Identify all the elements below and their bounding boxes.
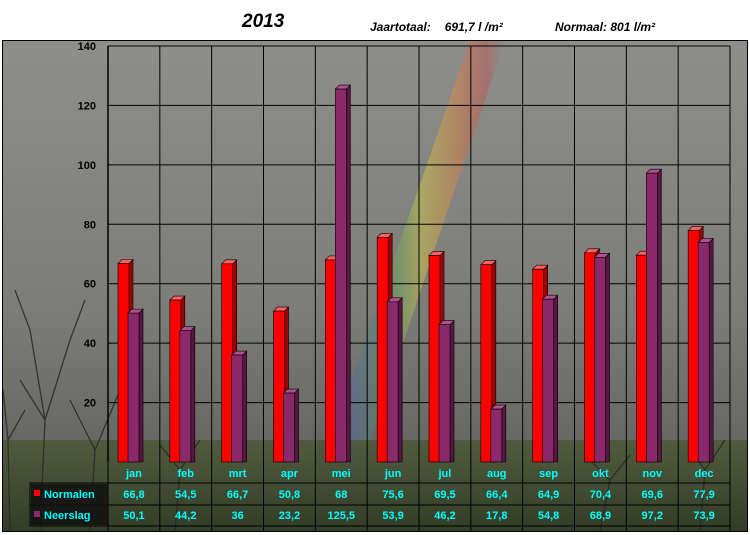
bar-neerslag-aug — [490, 404, 507, 463]
legend-bg — [31, 484, 108, 525]
bar-front — [697, 242, 710, 463]
data-label: 69,6 — [642, 489, 663, 501]
y-tick-label: 80 — [84, 219, 96, 231]
y-tick-label: 120 — [78, 100, 96, 112]
category-label: jan — [125, 468, 142, 480]
data-label: 64,9 — [538, 489, 559, 501]
bar-front — [179, 330, 192, 463]
bar-neerslag-jan — [127, 308, 144, 463]
normal-total-value: 801 l/m² — [610, 20, 656, 34]
data-label: 97,2 — [642, 510, 663, 522]
data-label: 66,4 — [486, 489, 508, 501]
data-label: 77,9 — [693, 489, 714, 501]
bar-front — [594, 256, 606, 463]
data-label: 44,2 — [175, 510, 196, 522]
category-label: sep — [539, 468, 558, 480]
category-label: dec — [695, 468, 714, 480]
normal-total: Normaal: 801 l/m² — [555, 20, 655, 34]
data-label: 125,5 — [327, 510, 355, 522]
data-label: 73,9 — [693, 510, 714, 522]
category-label: jul — [437, 468, 451, 480]
category-label: mrt — [229, 468, 247, 480]
y-axis-ticks: 20 40 60 80 100 120 140 — [78, 41, 96, 410]
bar-neerslag-apr — [282, 388, 300, 463]
legend-swatch-normalen — [34, 490, 40, 496]
data-label: 54,8 — [538, 510, 559, 522]
chart-frame — [2, 40, 748, 532]
category-label: feb — [178, 468, 195, 480]
bar-front — [480, 264, 493, 463]
bar-neerslag-okt — [593, 252, 611, 463]
data-label: 66,8 — [123, 489, 144, 501]
y-tick-label: 40 — [84, 338, 96, 350]
bar-neerslag-mrt — [230, 350, 248, 463]
bar-neerslag-sep — [541, 294, 559, 463]
data-label: 68 — [335, 489, 347, 501]
data-label: 17,8 — [486, 510, 507, 522]
annual-total: Jaartotaal: 691,7 l /m² — [370, 20, 503, 34]
bar-front — [490, 408, 503, 463]
data-label: 54,5 — [175, 489, 196, 501]
y-tick-label: 20 — [84, 398, 96, 410]
data-label: 68,9 — [590, 510, 611, 522]
data-label: 46,2 — [434, 510, 455, 522]
data-label: 36 — [231, 510, 243, 522]
bar-neerslag-feb — [179, 325, 196, 463]
bar-front — [335, 88, 347, 463]
data-label: 66,7 — [227, 489, 248, 501]
bar-neerslag-mei — [334, 84, 352, 463]
bar-front — [646, 172, 658, 463]
bar-front — [386, 301, 399, 463]
bar-front — [273, 310, 285, 463]
data-table: jan feb mrt apr mei jun jul aug sep okt nov dec Norm… — [29, 468, 730, 527]
data-label: 70,4 — [590, 489, 612, 501]
bar-front — [231, 354, 243, 463]
data-label: 69,5 — [434, 489, 455, 501]
category-label: mei — [332, 468, 351, 480]
bars — [117, 84, 714, 463]
tree-branch — [14, 289, 86, 532]
legend-swatch-neerslag — [34, 511, 40, 517]
data-label: 75,6 — [382, 489, 403, 501]
category-label: jun — [384, 468, 402, 480]
tree-branch — [589, 454, 631, 532]
chart-title: 2013 — [242, 11, 285, 32]
legend-label-neerslag: Neerslag — [44, 510, 90, 522]
tree-branch — [2, 389, 26, 532]
data-label: 50,1 — [123, 510, 144, 522]
data-label: 53,9 — [382, 510, 403, 522]
bar-front — [542, 298, 554, 463]
annual-total-label: Jaartotaal: — [370, 20, 431, 34]
bar-neerslag-dec — [697, 237, 714, 463]
y-tick-label: 60 — [84, 279, 96, 291]
data-label: 50,8 — [279, 489, 300, 501]
category-label: apr — [281, 468, 299, 480]
bar-neerslag-jun — [386, 297, 403, 463]
y-tick-label: 140 — [78, 41, 96, 53]
header: 2013 Jaartotaal: 691,7 l /m² Normaal: 801… — [0, 0, 750, 40]
data-label: 23,2 — [279, 510, 300, 522]
bar-neerslag-jul — [438, 319, 455, 463]
rainbow — [320, 41, 505, 470]
category-label: okt — [592, 468, 609, 480]
bar-front — [127, 312, 140, 463]
annual-total-value: 691,7 l /m² — [444, 20, 503, 34]
legend-label-normalen: Normalen — [44, 489, 95, 501]
y-tick-label: 100 — [78, 160, 96, 172]
bar-front — [438, 324, 451, 463]
bar-front — [283, 392, 295, 463]
category-label: nov — [642, 468, 662, 480]
gridlines — [107, 45, 731, 532]
bar-neerslag-nov — [645, 168, 663, 463]
category-label: aug — [487, 468, 507, 480]
normal-total-label: Normaal: — [555, 20, 608, 34]
